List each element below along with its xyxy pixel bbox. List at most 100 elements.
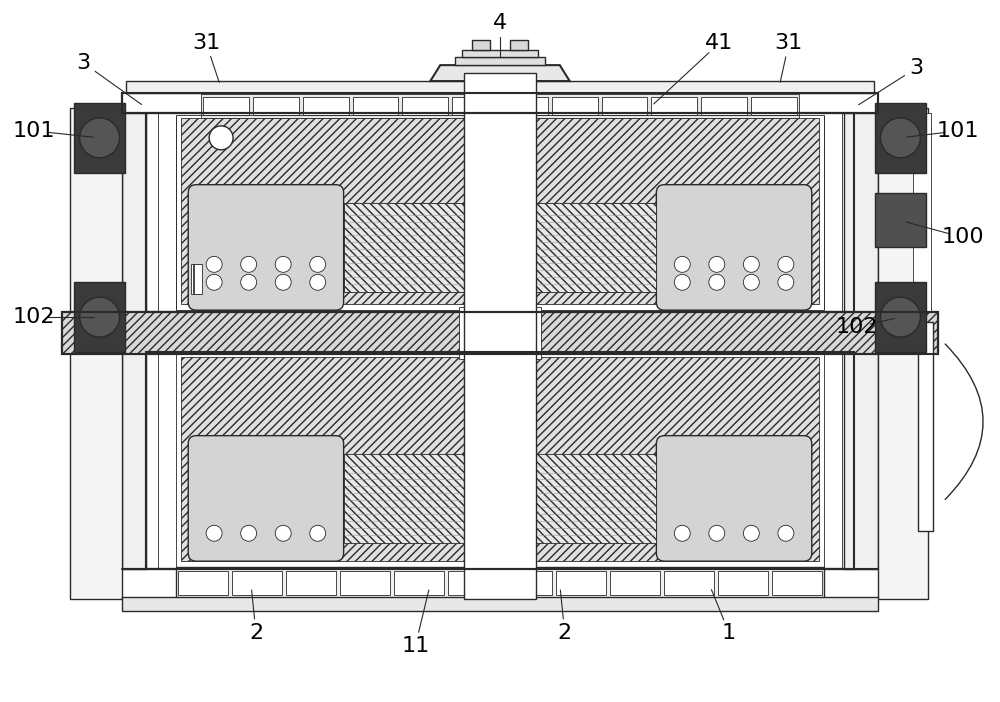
Bar [126,81,874,93]
Circle shape [709,256,725,272]
Bar [74,103,125,173]
Bar [340,571,390,595]
Bar [193,265,201,294]
Bar [286,571,336,595]
Bar [181,118,819,304]
Bar [181,357,819,561]
Bar [74,282,125,352]
FancyBboxPatch shape [188,436,344,561]
Text: 31: 31 [192,33,220,53]
Bar [502,571,552,595]
FancyBboxPatch shape [188,185,344,310]
Bar [176,567,824,599]
Text: 31: 31 [775,33,803,53]
Circle shape [709,274,725,290]
Bar [556,571,606,595]
Bar [913,113,931,312]
Circle shape [880,118,920,158]
Circle shape [310,525,326,541]
Bar [502,97,548,115]
Bar [452,97,498,115]
Bar [62,312,938,354]
Text: 4: 4 [493,13,507,33]
Bar [875,282,926,352]
Bar [146,113,854,312]
Text: 41: 41 [705,33,733,53]
Bar [552,97,598,115]
Bar [178,571,228,595]
Bar [191,265,199,294]
Text: 101: 101 [937,121,979,141]
Bar [353,97,398,115]
Circle shape [206,256,222,272]
Bar [146,352,854,569]
Bar [459,307,541,359]
Bar [875,192,926,247]
Circle shape [310,274,326,290]
Circle shape [674,525,690,541]
Polygon shape [70,108,122,599]
Polygon shape [844,352,878,569]
Circle shape [206,525,222,541]
Circle shape [743,274,759,290]
Text: 11: 11 [401,636,429,656]
Text: 102: 102 [835,317,878,337]
Polygon shape [122,113,146,312]
Bar [122,93,878,113]
Circle shape [241,274,257,290]
Polygon shape [62,312,938,352]
Bar [472,40,490,51]
Bar [344,453,656,543]
Bar [772,571,822,595]
Bar [875,103,926,173]
Bar [751,97,797,115]
Bar [201,94,799,118]
Circle shape [209,126,233,150]
Bar [344,203,656,292]
Bar [176,115,824,310]
Polygon shape [878,108,928,599]
Bar [176,354,824,567]
Bar [122,93,878,113]
Circle shape [206,274,222,290]
Polygon shape [122,352,146,569]
Bar [122,597,878,611]
Circle shape [241,256,257,272]
Circle shape [80,297,120,337]
Circle shape [241,525,257,541]
Bar [232,571,282,595]
Circle shape [778,256,794,272]
Bar [203,97,249,115]
Circle shape [674,256,690,272]
Circle shape [275,274,291,290]
Bar [344,203,656,292]
Bar [146,352,854,569]
Bar [701,97,747,115]
Polygon shape [62,312,938,354]
Bar [194,265,202,294]
Circle shape [743,525,759,541]
Circle shape [275,525,291,541]
Bar [464,429,536,568]
Bar [610,571,660,595]
Text: 100: 100 [942,227,984,247]
Bar [651,97,697,115]
FancyBboxPatch shape [656,436,812,561]
Bar [394,571,444,595]
Bar [462,51,538,57]
Bar [602,97,647,115]
Circle shape [778,274,794,290]
Bar [448,571,498,595]
Text: 101: 101 [13,121,55,141]
Text: 3: 3 [909,58,923,78]
Circle shape [275,256,291,272]
Circle shape [310,256,326,272]
Text: 1: 1 [722,623,736,643]
Bar [455,57,545,65]
Bar [402,97,448,115]
Polygon shape [844,113,878,312]
Text: 2: 2 [558,623,572,643]
Bar [146,113,854,312]
Polygon shape [918,322,933,531]
Text: 3: 3 [77,53,91,73]
